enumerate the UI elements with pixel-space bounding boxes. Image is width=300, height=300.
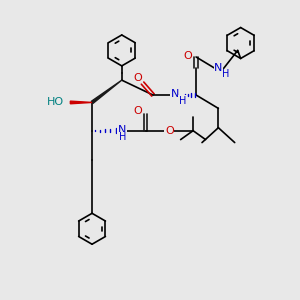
Text: N: N xyxy=(171,89,179,99)
Text: H: H xyxy=(222,69,230,79)
Text: H: H xyxy=(179,96,186,106)
Text: O: O xyxy=(134,73,142,83)
Polygon shape xyxy=(91,80,122,104)
Text: O: O xyxy=(183,51,192,61)
Text: N: N xyxy=(214,63,223,73)
Text: H: H xyxy=(119,132,126,142)
Polygon shape xyxy=(70,101,92,104)
Text: N: N xyxy=(118,125,126,135)
Text: O: O xyxy=(165,126,174,136)
Text: HO: HO xyxy=(47,98,64,107)
Text: O: O xyxy=(134,106,142,116)
